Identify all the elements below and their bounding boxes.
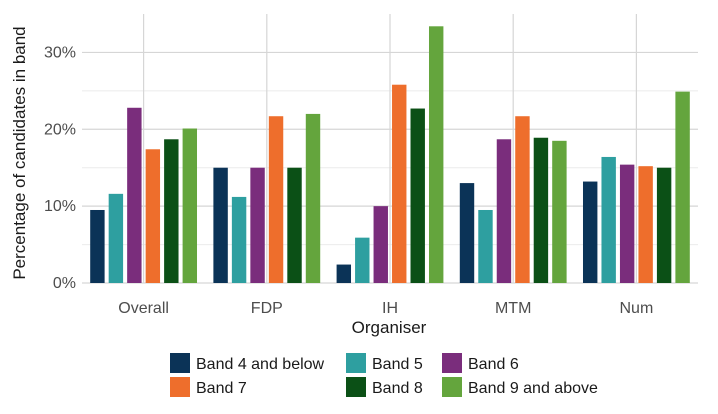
bars	[90, 26, 690, 284]
bar-num-series-6	[675, 91, 690, 283]
bar-fdp-series-3	[250, 167, 265, 283]
x-tick-label: Num	[620, 300, 654, 317]
y-axis-ticks: 0% 10% 20% 30%	[44, 44, 76, 292]
bar-num-series-5	[656, 167, 672, 283]
legend-item: Band 5	[346, 353, 423, 373]
bar-ih-series-1	[336, 264, 352, 283]
legend: Band 4 and below Band 5 Band 6 Band 7 Band 8…	[170, 353, 598, 397]
legend-label: Band 5	[372, 356, 423, 373]
bar-fdp-series-5	[287, 167, 302, 283]
bar-mtm-series-2	[478, 209, 493, 283]
bar-fdp-series-6	[305, 113, 321, 284]
y-tick-label: 0%	[53, 275, 76, 292]
legend-label: Band 6	[468, 356, 519, 373]
bar-fdp-series-2	[231, 196, 247, 283]
legend-item: Band 9 and above	[442, 377, 598, 397]
bar-ih-series-5	[410, 108, 425, 283]
bar-ih-series-3	[373, 206, 388, 283]
x-axis-ticks: Overall FDP IH MTM Num	[118, 300, 653, 317]
bar-mtm-series-5	[533, 137, 549, 283]
bar-num-series-1	[582, 181, 598, 283]
y-tick-label: 10%	[44, 198, 76, 215]
legend-label: Band 7	[196, 380, 247, 397]
legend-item: Band 8	[346, 377, 423, 397]
bar-fdp-series-1	[213, 167, 228, 283]
legend-swatch	[442, 377, 462, 397]
bar-overall-series-6	[182, 128, 198, 283]
x-tick-label: IH	[382, 300, 398, 317]
legend-swatch	[170, 353, 190, 373]
bar-overall-series-1	[90, 209, 105, 283]
legend-swatch	[346, 377, 366, 397]
y-axis-title: Percentage of candidates in band	[10, 26, 29, 279]
legend-item: Band 6	[442, 353, 519, 373]
legend-label: Band 4 and below	[196, 356, 325, 373]
bar-num-series-2	[601, 156, 616, 283]
bar-mtm-series-3	[496, 139, 512, 283]
y-tick-label: 20%	[44, 121, 76, 138]
bar-mtm-series-4	[515, 116, 530, 283]
legend-item: Band 4 and below	[170, 353, 325, 373]
legend-swatch	[170, 377, 190, 397]
bar-ih-series-4	[392, 84, 407, 283]
legend-label: Band 8	[372, 380, 423, 397]
bar-num-series-3	[619, 164, 635, 283]
x-tick-label: FDP	[251, 300, 283, 317]
bar-overall-series-4	[145, 149, 161, 283]
legend-swatch	[442, 353, 462, 373]
bar-fdp-series-4	[268, 116, 284, 283]
bar-overall-series-2	[108, 193, 124, 283]
bar-mtm-series-6	[552, 140, 567, 283]
legend-swatch	[346, 353, 366, 373]
bar-num-series-4	[638, 166, 653, 283]
x-axis-title: Organiser	[352, 318, 427, 337]
legend-item: Band 7	[170, 377, 247, 397]
bar-overall-series-5	[164, 139, 179, 283]
bar-ih-series-2	[355, 237, 370, 283]
bar-mtm-series-1	[459, 183, 475, 283]
x-tick-label: Overall	[118, 300, 169, 317]
y-tick-label: 30%	[44, 44, 76, 61]
legend-label: Band 9 and above	[468, 380, 598, 397]
x-tick-label: MTM	[495, 300, 531, 317]
bar-overall-series-3	[127, 107, 142, 283]
bar-ih-series-6	[428, 26, 444, 283]
